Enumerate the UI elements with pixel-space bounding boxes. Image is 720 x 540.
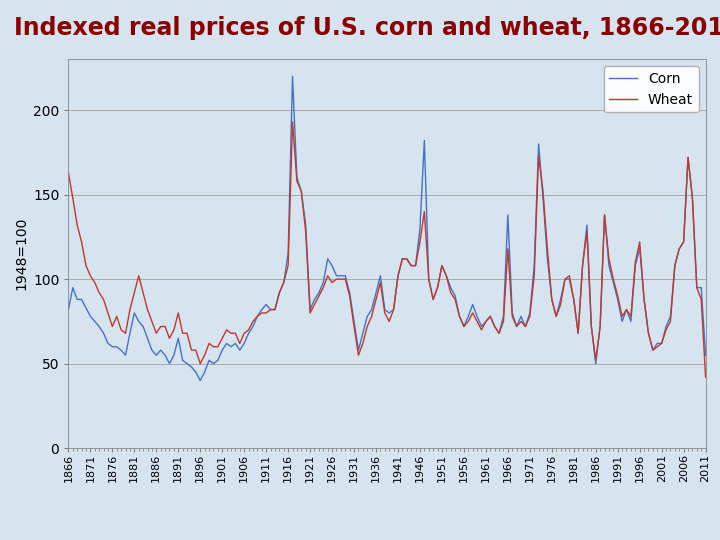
Corn xyxy=(64,306,73,313)
Line: Corn: Corn xyxy=(68,76,706,381)
Wheat xyxy=(244,327,253,333)
Wheat xyxy=(442,273,451,279)
Wheat xyxy=(218,335,227,342)
Corn xyxy=(139,323,148,330)
Wheat xyxy=(222,327,231,333)
Y-axis label: 1948=100: 1948=100 xyxy=(15,217,29,291)
Corn xyxy=(248,323,257,330)
Corn xyxy=(227,343,235,350)
Text: Indexed real prices of U.S. corn and wheat, 1866-2011: Indexed real prices of U.S. corn and whe… xyxy=(14,16,720,40)
Wheat xyxy=(701,374,710,381)
Corn xyxy=(196,377,204,384)
Corn xyxy=(288,73,297,79)
Wheat xyxy=(390,306,398,313)
Corn xyxy=(701,352,710,359)
Legend: Corn, Wheat: Corn, Wheat xyxy=(603,66,698,112)
Corn xyxy=(394,273,402,279)
Wheat xyxy=(288,119,297,125)
Wheat xyxy=(139,289,148,296)
Line: Wheat: Wheat xyxy=(68,122,706,377)
Corn xyxy=(446,285,455,291)
Wheat xyxy=(64,170,73,176)
Corn xyxy=(222,340,231,347)
